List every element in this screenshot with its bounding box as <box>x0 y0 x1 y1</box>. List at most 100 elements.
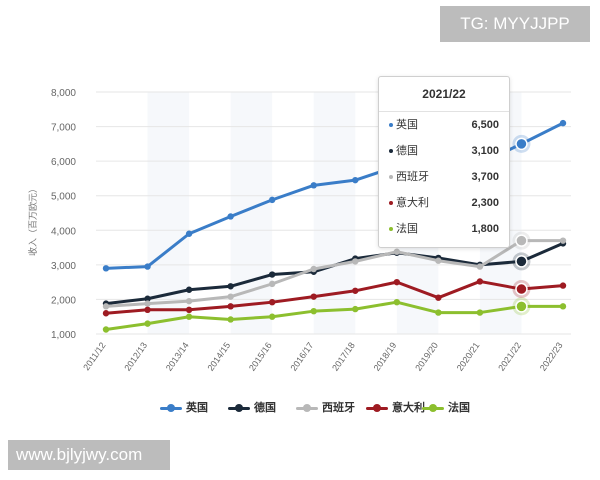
series-point <box>559 303 567 310</box>
series-point <box>227 283 234 290</box>
tooltip-row-uk: 英国 6,500 <box>379 112 509 138</box>
legend-dot-icon <box>373 404 381 412</box>
x-tick-label: 2018/19 <box>372 340 399 372</box>
y-tick-label: 8,000 <box>51 88 76 99</box>
series-point <box>144 320 151 327</box>
tooltip-value: 3,100 <box>471 145 499 157</box>
legend-dot-icon <box>303 404 311 412</box>
series-point <box>227 303 234 310</box>
tooltip-dot-icon <box>389 227 393 231</box>
series-point <box>102 326 110 333</box>
y-tick-label: 4,000 <box>51 226 76 237</box>
x-tick-label: 2011/12 <box>81 340 107 372</box>
tooltip-value: 2,300 <box>471 197 499 209</box>
tooltip-row-france: 法国 1,800 <box>379 216 509 242</box>
legend-label: 英国 <box>186 402 208 414</box>
series-point-active <box>515 137 528 151</box>
legend-dot-icon <box>429 404 437 412</box>
tooltip-name: 意大利 <box>396 197 429 209</box>
series-point <box>393 248 401 255</box>
series-point-active <box>515 282 528 296</box>
legend-label: 意大利 <box>392 402 425 414</box>
legend-label: 德国 <box>254 402 276 414</box>
series-point <box>102 310 110 317</box>
series-point <box>227 213 234 220</box>
series-point <box>435 294 442 301</box>
x-tick-label: 2015/16 <box>247 340 274 372</box>
series-point <box>310 307 317 315</box>
series-line <box>104 239 565 308</box>
series-point <box>144 263 151 270</box>
series-point <box>435 309 442 316</box>
y-tick-label: 1,000 <box>51 330 76 341</box>
tooltip-value: 3,700 <box>471 171 499 183</box>
legend-label: 西班牙 <box>322 402 355 414</box>
tooltip-dot-icon <box>389 201 393 205</box>
series-point <box>185 230 193 237</box>
series-point <box>476 263 484 270</box>
tooltip-row-germany: 德国 3,100 <box>379 138 509 164</box>
series-point <box>268 313 276 320</box>
y-tick-label: 6,000 <box>51 157 76 168</box>
y-tick-label: 2,000 <box>51 295 76 306</box>
series-point <box>310 182 317 189</box>
watermark-bottom: www.bjlyjwy.com <box>8 440 170 470</box>
x-tick-label: 2021/22 <box>496 340 523 372</box>
series-point <box>144 306 151 313</box>
grid-band <box>313 92 356 334</box>
tooltip-name: 法国 <box>396 223 418 235</box>
series-point <box>393 298 401 306</box>
x-tick-label: 2019/20 <box>413 340 440 372</box>
series-point-active <box>515 255 528 268</box>
x-tick-label: 2014/15 <box>205 340 232 372</box>
tooltip-name: 德国 <box>396 145 418 157</box>
series-point <box>185 297 193 305</box>
series-point <box>268 271 276 278</box>
x-axis: 2011/12 2012/13 2013/14 2014/15 2015/16 2016/… <box>81 340 564 372</box>
series-point <box>268 280 276 288</box>
series-point-active <box>515 300 528 313</box>
series-point <box>227 293 234 300</box>
x-tick-label: 2013/14 <box>164 340 191 372</box>
tooltip-row-spain: 西班牙 3,700 <box>379 164 509 190</box>
series-point <box>185 286 193 293</box>
tooltip-dot-icon <box>389 123 393 127</box>
tooltip-row-italy: 意大利 2,300 <box>379 190 509 216</box>
x-tick-label: 2012/13 <box>122 340 149 372</box>
series-point <box>559 237 567 244</box>
tooltip-dot-icon <box>389 175 393 179</box>
series-point-active <box>515 234 528 247</box>
tooltip-title: 2021/22 <box>379 77 509 112</box>
series-point <box>102 303 110 310</box>
tooltip-value: 1,800 <box>471 223 499 235</box>
series-point <box>559 119 567 127</box>
x-tick-label: 2022/23 <box>538 340 565 372</box>
x-tick-label: 2017/18 <box>330 340 357 372</box>
series-point <box>268 298 276 306</box>
tooltip-name: 英国 <box>396 119 418 131</box>
tooltip-name: 西班牙 <box>396 171 429 183</box>
series-point <box>144 300 151 307</box>
tooltip-value: 6,500 <box>471 119 499 131</box>
legend-label: 法国 <box>448 402 470 414</box>
series-point <box>352 176 359 184</box>
series-point <box>435 257 442 264</box>
series-point <box>185 313 193 320</box>
series-point <box>310 265 317 273</box>
series-line <box>104 300 565 332</box>
tooltip-dot-icon <box>389 149 393 153</box>
series-point <box>352 287 359 294</box>
x-tick-label: 2016/17 <box>289 340 316 372</box>
y-tick-label: 3,000 <box>51 261 76 272</box>
series-point <box>352 258 359 265</box>
series-point <box>476 278 484 285</box>
series-point <box>227 316 234 323</box>
legend-dot-icon <box>235 404 243 412</box>
legend-dot-icon <box>167 404 175 412</box>
series-point <box>393 278 401 286</box>
series-point <box>144 295 151 302</box>
watermark-top: TG: MYYJJPP <box>440 6 590 42</box>
y-tick-label: 7,000 <box>51 123 76 134</box>
series-point <box>476 309 484 316</box>
y-axis: 收入（百万欧元） 1,000 2,000 3,000 4,000 5,000 6,000 7… <box>27 88 76 341</box>
